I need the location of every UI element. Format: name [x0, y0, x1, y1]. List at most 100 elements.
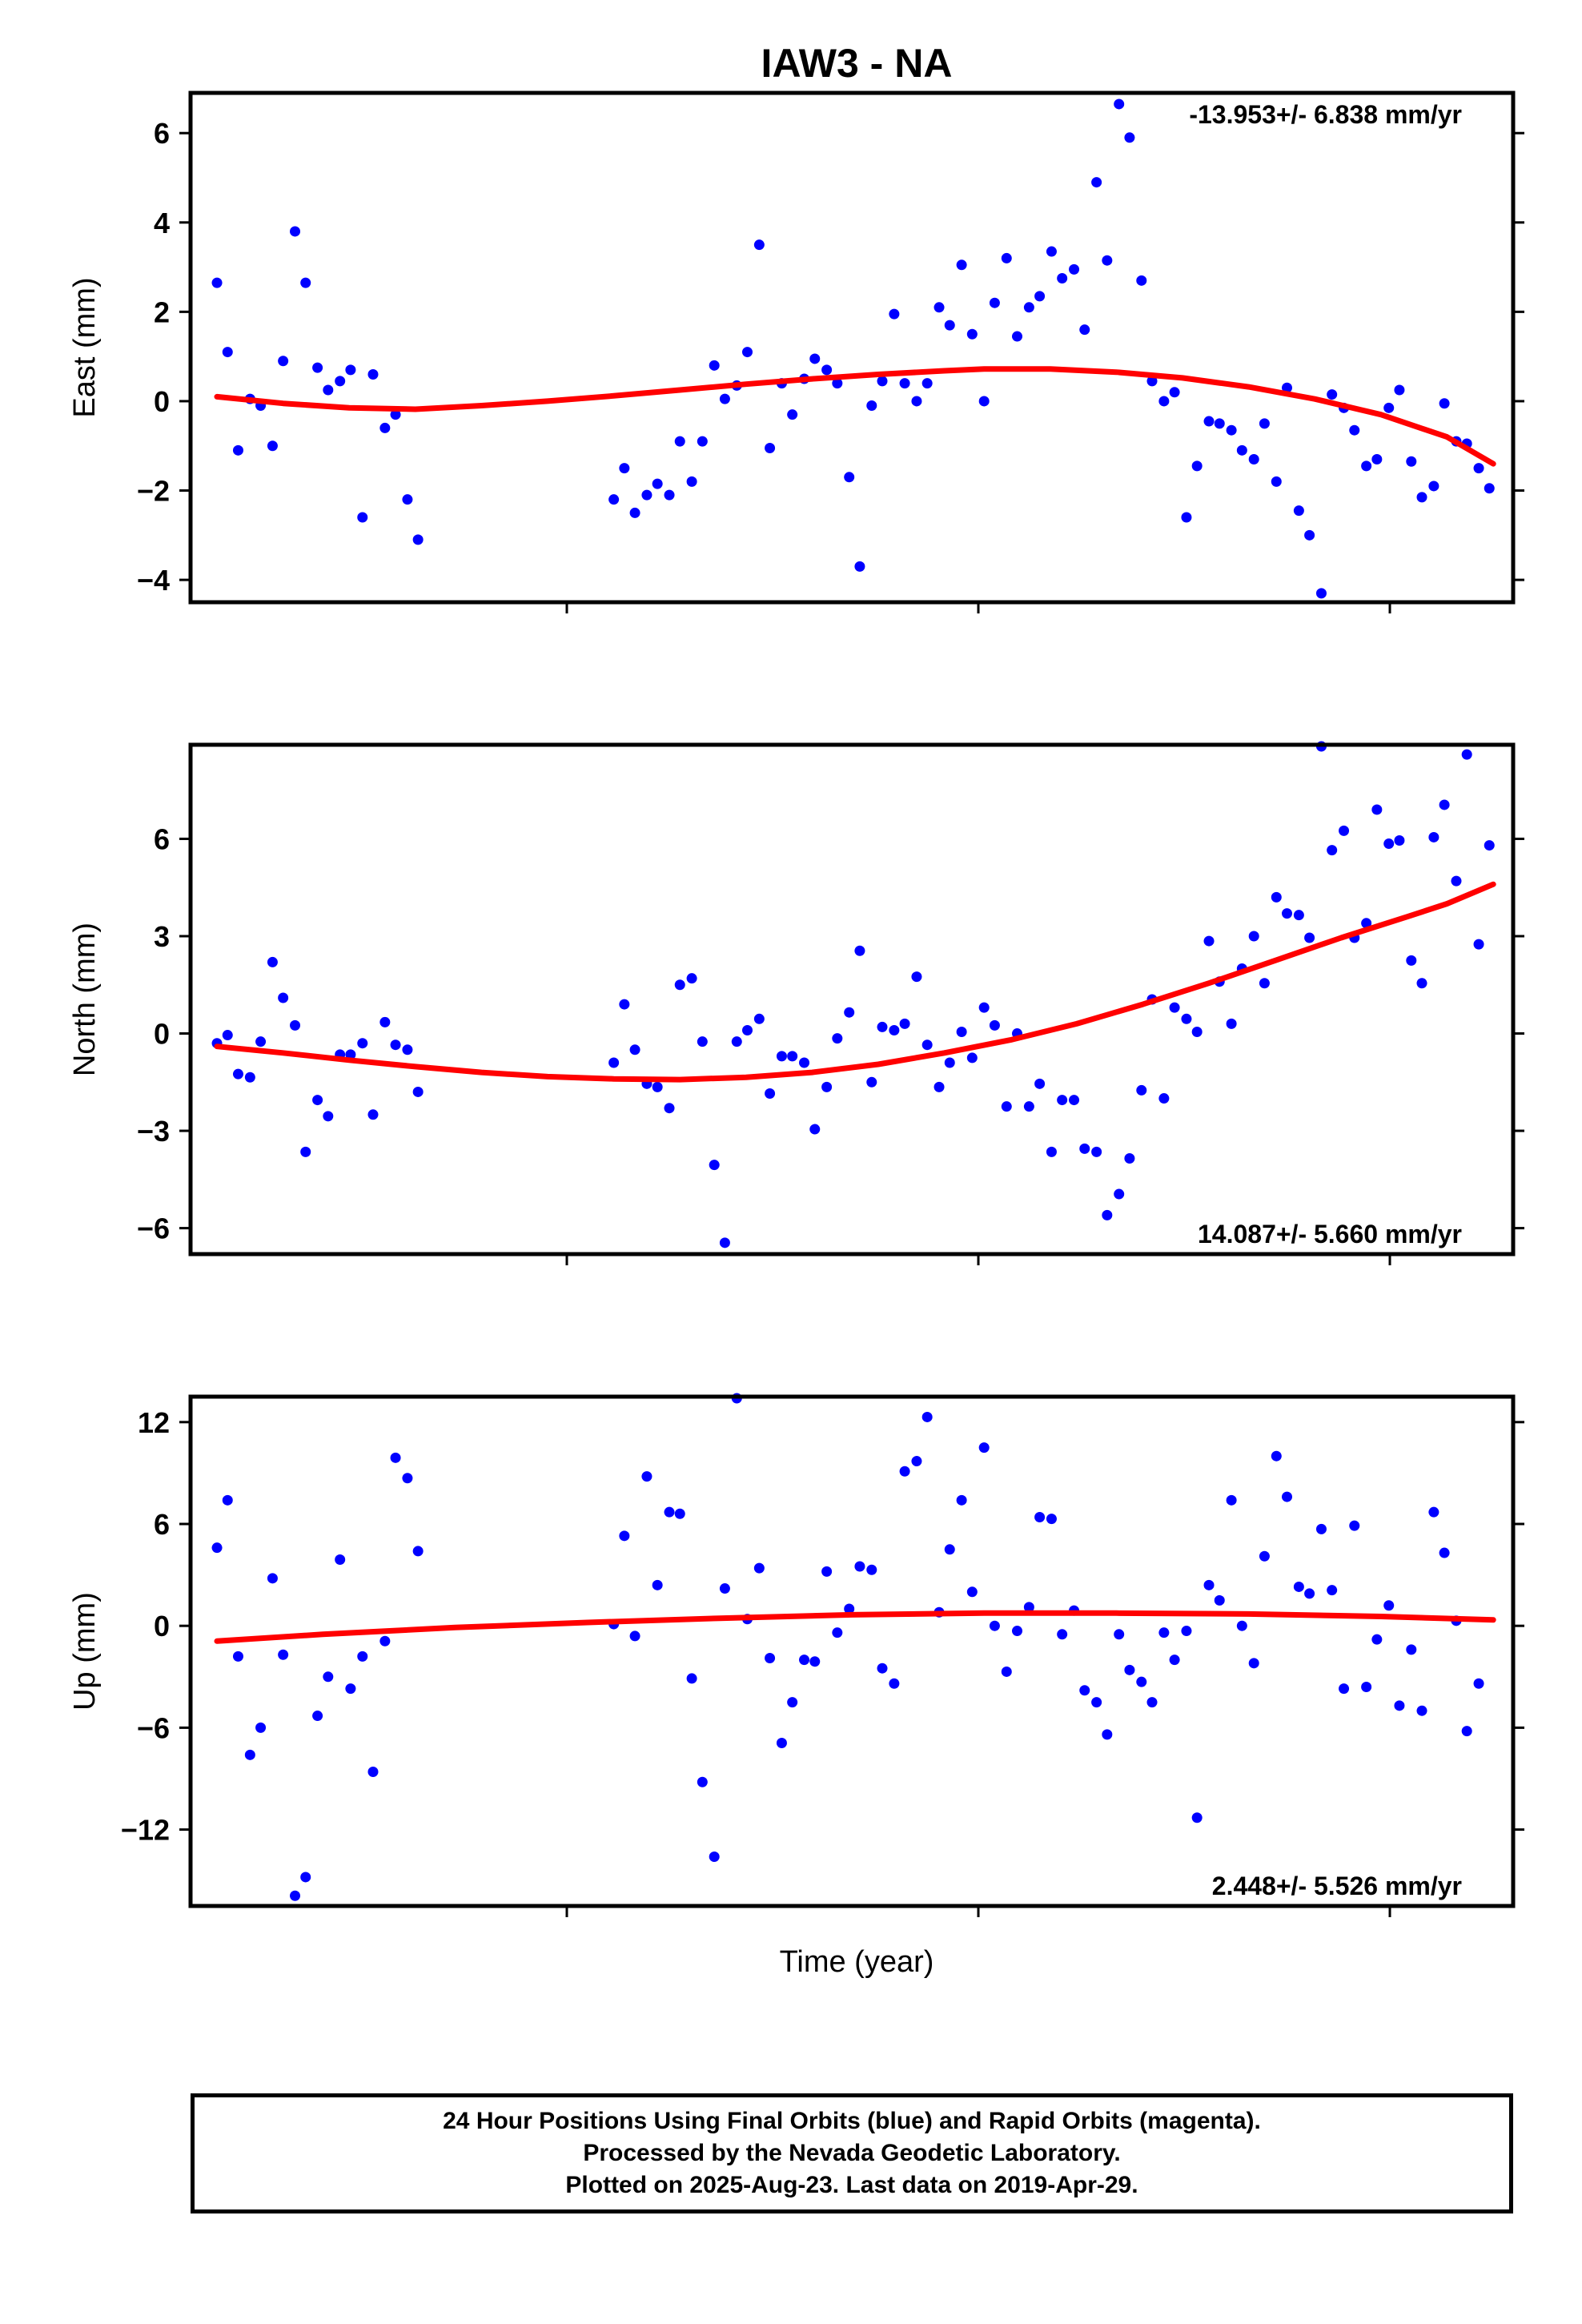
east-data-point — [686, 476, 697, 487]
up-data-point — [1136, 1676, 1147, 1687]
up-data-point — [1214, 1594, 1225, 1606]
east-ytick-label: −2 — [137, 475, 170, 508]
east-data-point — [934, 302, 945, 313]
east-data-point — [335, 376, 346, 387]
north-data-point — [776, 1051, 787, 1062]
north-data-point — [1339, 825, 1350, 836]
up-data-point — [290, 1890, 301, 1901]
up-data-point — [719, 1583, 730, 1594]
north-data-point — [697, 1036, 708, 1047]
up-data-point — [1169, 1655, 1180, 1666]
east-data-point — [1406, 456, 1417, 467]
east-data-point — [1102, 255, 1113, 266]
north-data-point — [412, 1086, 424, 1097]
east-data-point — [989, 297, 1000, 308]
up-data-point — [921, 1411, 933, 1422]
north-data-point — [821, 1081, 833, 1092]
up-data-point — [686, 1673, 697, 1684]
footer-line-3: Plotted on 2025-Aug-23. Last data on 201… — [565, 2172, 1138, 2198]
north-data-point — [1304, 932, 1315, 943]
east-data-point — [1034, 291, 1046, 302]
up-data-point — [1046, 1514, 1057, 1525]
east-plot-frame — [188, 90, 1516, 605]
east-y-axis-label: East (mm) — [68, 277, 102, 417]
east-data-point — [1046, 246, 1057, 257]
north-data-point — [1079, 1143, 1090, 1154]
up-data-point — [674, 1508, 685, 1519]
up-data-point — [1282, 1491, 1293, 1502]
east-data-point — [854, 561, 865, 572]
up-ytick-label: 12 — [138, 1406, 170, 1439]
east-data-point — [753, 239, 765, 251]
up-data-point — [255, 1722, 267, 1733]
east-data-point — [787, 409, 798, 420]
north-data-point — [1102, 1209, 1113, 1220]
chart-title: IAW3 - NA — [761, 41, 953, 86]
up-data-point — [1394, 1700, 1405, 1711]
east-data-point — [379, 422, 391, 433]
east-data-point — [956, 259, 967, 271]
up-data-point — [1339, 1683, 1350, 1695]
up-data-point — [278, 1649, 289, 1660]
north-data-point — [300, 1146, 311, 1157]
up-data-point — [1361, 1682, 1372, 1693]
up-ytick-label: −6 — [137, 1711, 170, 1744]
north-data-point — [390, 1039, 401, 1051]
north-data-point — [1091, 1146, 1102, 1157]
east-data-point — [1124, 132, 1135, 143]
east-data-point — [1001, 252, 1012, 263]
east-data-point — [1012, 331, 1022, 342]
up-data-point — [1079, 1685, 1090, 1696]
east-data-point — [357, 512, 368, 523]
east-data-point — [1158, 396, 1170, 407]
north-data-point — [686, 973, 697, 984]
east-data-point — [1293, 505, 1304, 517]
east-data-point — [1169, 387, 1180, 398]
east-data-point — [312, 362, 323, 373]
east-ytick-label: 0 — [154, 385, 170, 418]
up-data-point — [379, 1635, 391, 1647]
north-data-point — [765, 1088, 776, 1099]
up-data-point — [402, 1473, 413, 1484]
up-data-point — [899, 1466, 910, 1477]
east-data-point — [267, 440, 278, 452]
east-data-point — [278, 356, 289, 367]
north-data-point — [741, 1024, 753, 1035]
up-data-point — [877, 1663, 888, 1674]
north-data-point — [877, 1021, 888, 1032]
north-data-point — [1439, 799, 1450, 810]
up-data-point — [312, 1711, 323, 1722]
up-data-point — [956, 1494, 967, 1506]
east-data-point — [1361, 460, 1372, 472]
east-data-point — [719, 393, 730, 404]
east-data-point — [1428, 480, 1439, 492]
north-data-point — [1461, 749, 1472, 760]
up-data-point — [753, 1562, 765, 1574]
east-data-point — [232, 444, 243, 456]
east-data-point — [619, 463, 630, 474]
east-data-point — [1484, 483, 1495, 494]
north-ytick-label: 6 — [154, 822, 170, 855]
east-data-point — [1315, 588, 1327, 599]
north-data-point — [244, 1072, 255, 1083]
north-data-point — [709, 1160, 720, 1171]
east-data-point — [1394, 384, 1405, 396]
east-data-point — [300, 277, 311, 288]
up-data-point — [1416, 1705, 1427, 1716]
north-data-point — [379, 1016, 391, 1027]
north-data-point — [664, 1103, 675, 1114]
east-data-point — [1416, 492, 1427, 503]
north-data-point — [1248, 931, 1259, 942]
east-ytick-label: −4 — [137, 564, 170, 597]
north-data-point — [1203, 935, 1215, 947]
east-ytick-label: 2 — [154, 296, 170, 328]
north-data-point — [989, 1019, 1000, 1031]
east-data-point — [866, 400, 877, 412]
north-data-point — [267, 956, 278, 967]
east-data-point — [1473, 463, 1484, 474]
north-data-point — [1169, 1002, 1180, 1013]
up-data-point — [1001, 1666, 1012, 1677]
up-data-point — [1158, 1627, 1170, 1638]
up-data-point — [1315, 1523, 1327, 1534]
